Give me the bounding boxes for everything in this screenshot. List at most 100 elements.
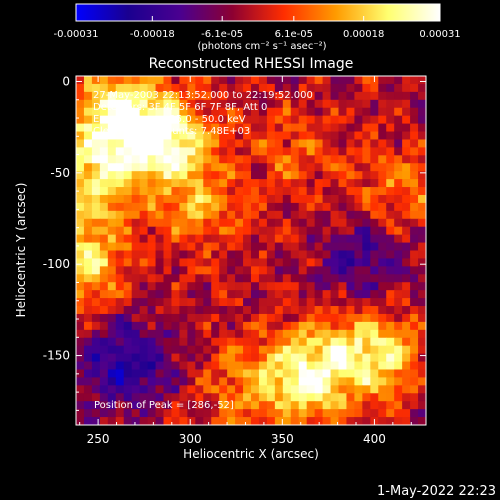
heatmap-cell: [346, 131, 356, 141]
heatmap-cell: [418, 250, 426, 260]
heatmap-cell: [282, 202, 292, 212]
heatmap-cell: [362, 401, 371, 410]
heatmap-cell: [99, 345, 109, 355]
heatmap-cell: [418, 274, 426, 283]
colorbar-unit-label: (photons cm⁻² s⁻¹ asec⁻²): [197, 41, 326, 52]
heatmap-cell: [370, 226, 379, 236]
heatmap-cell: [179, 401, 188, 410]
heatmap-cell: [187, 369, 196, 379]
heatmap-cell: [330, 329, 340, 339]
heatmap-cell: [147, 99, 157, 109]
heatmap-cell: [131, 187, 141, 196]
colorbar-tick-label: -6.1e-05: [201, 29, 243, 40]
heatmap-cell: [219, 250, 228, 260]
heatmap-cell: [418, 194, 426, 204]
heatmap-cell: [91, 417, 101, 425]
heatmap-cell: [386, 226, 395, 236]
heatmap-cell: [346, 337, 356, 347]
heatmap-cell: [171, 369, 181, 379]
heatmap-cell: [346, 306, 356, 315]
heatmap-cell: [410, 337, 419, 347]
heatmap-cell: [171, 131, 181, 141]
heatmap-cell: [266, 115, 276, 125]
heatmap-cell: [131, 345, 141, 355]
heatmap-cell: [322, 147, 332, 156]
heatmap-cell: [107, 337, 117, 347]
heatmap-cell: [235, 417, 244, 425]
heatmap-cell: [195, 258, 204, 267]
heatmap-cell: [354, 266, 363, 275]
heatmap-cell: [227, 290, 236, 299]
heatmap-cell: [219, 163, 228, 172]
heatmap-cell: [251, 107, 260, 117]
heatmap-cell: [147, 393, 157, 402]
heatmap-cell: [76, 194, 85, 204]
heatmap-cell: [147, 202, 157, 212]
heatmap-cell: [123, 282, 133, 291]
heatmap-cell: [386, 131, 395, 141]
heatmap-cell: [290, 210, 300, 220]
heatmap-cell: [187, 258, 196, 267]
heatmap-cell: [131, 99, 141, 109]
heatmap-cell: [203, 187, 212, 196]
heatmap-cell: [219, 234, 228, 244]
heatmap-cell: [290, 306, 300, 315]
heatmap-cell: [362, 107, 371, 117]
heatmap-cell: [298, 409, 308, 418]
heatmap-cell: [147, 409, 157, 418]
heatmap-cell: [282, 393, 292, 402]
heatmap-cell: [123, 345, 133, 355]
heatmap-cell: [290, 282, 300, 291]
heatmap-cell: [306, 393, 316, 402]
heatmap-cell: [243, 385, 252, 394]
heatmap-cell: [394, 313, 403, 323]
heatmap-cell: [83, 393, 93, 402]
heatmap-cell: [266, 171, 276, 180]
heatmap-cell: [76, 345, 85, 355]
heatmap-cell: [370, 298, 379, 307]
heatmap-cell: [251, 329, 260, 339]
heatmap-cell: [354, 274, 363, 283]
heatmap-cell: [410, 171, 419, 180]
heatmap-cell: [91, 377, 101, 386]
heatmap-cell: [418, 76, 426, 85]
heatmap-cell: [211, 171, 220, 180]
heatmap-cell: [195, 298, 204, 307]
heatmap-cell: [219, 187, 228, 196]
heatmap-cell: [227, 258, 236, 267]
heatmap-cell: [179, 91, 188, 101]
heatmap-cell: [298, 139, 308, 148]
heatmap-cell: [330, 321, 340, 331]
heatmap-cell: [402, 163, 411, 172]
heatmap-cell: [155, 377, 165, 386]
heatmap-cell: [195, 313, 204, 323]
heatmap-cell: [203, 306, 212, 315]
heatmap-cell: [147, 313, 157, 323]
heatmap-cell: [155, 321, 165, 331]
heatmap-cell: [418, 393, 426, 402]
heatmap-cell: [76, 401, 85, 410]
heatmap-cell: [179, 377, 188, 386]
heatmap-cell: [314, 99, 324, 109]
heatmap-cell: [227, 226, 236, 236]
heatmap-cell: [370, 385, 379, 394]
heatmap-cell: [235, 345, 244, 355]
heatmap-cell: [179, 361, 188, 371]
heatmap-cell: [115, 139, 125, 148]
heatmap-cell: [386, 179, 395, 188]
heatmap-cell: [322, 218, 332, 228]
heatmap-cell: [378, 107, 387, 117]
heatmap-cell: [115, 353, 125, 363]
heatmap-cell: [346, 107, 356, 117]
heatmap-cell: [330, 417, 340, 425]
heatmap-cell: [418, 91, 426, 101]
heatmap-cell: [306, 313, 316, 323]
heatmap-cell: [211, 123, 220, 133]
heatmap-cell: [258, 179, 268, 188]
heatmap-cell: [131, 409, 141, 418]
heatmap-cell: [314, 91, 324, 101]
heatmap-cell: [290, 250, 300, 260]
heatmap-cell: [258, 155, 268, 164]
heatmap-cell: [314, 76, 324, 85]
heatmap-cell: [203, 107, 212, 117]
